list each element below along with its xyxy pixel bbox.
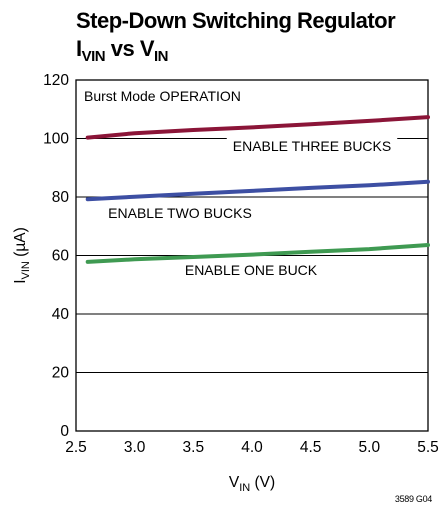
ylabel-main: I bbox=[12, 279, 29, 283]
subtitle-v-sub: IN bbox=[154, 48, 169, 65]
x-tick-label: 5.5 bbox=[417, 439, 439, 456]
series-line-1 bbox=[85, 115, 430, 140]
y-tick-label: 0 bbox=[60, 423, 69, 440]
y-tick-label: 40 bbox=[52, 306, 70, 323]
y-tick-label: 100 bbox=[43, 131, 69, 148]
annotation-text: Burst Mode OPERATION bbox=[84, 88, 241, 104]
y-tick-label: 60 bbox=[52, 248, 70, 265]
y-axis-label: IVIN (µA) bbox=[12, 227, 32, 284]
annotation-bg bbox=[102, 205, 258, 221]
subtitle-i: I bbox=[76, 36, 82, 61]
x-tick-label: 3.5 bbox=[183, 439, 205, 456]
subtitle-mid: vs V bbox=[105, 36, 155, 61]
y-tick-label: 120 bbox=[43, 72, 69, 89]
y-tick-label: 20 bbox=[52, 365, 70, 382]
ylabel-unit: (µA) bbox=[12, 227, 29, 261]
x-tick-label: 3.0 bbox=[124, 439, 146, 456]
xlabel-sub: IN bbox=[239, 482, 250, 494]
figure-code: 3589 G04 bbox=[394, 494, 432, 504]
x-tick-label: 4.0 bbox=[241, 439, 263, 456]
x-axis-label: VIN (V) bbox=[229, 474, 275, 494]
y-tick-label: 80 bbox=[52, 189, 70, 206]
annotation-4: ENABLE ONE BUCK bbox=[178, 262, 324, 278]
x-tick-label: 4.5 bbox=[300, 439, 322, 456]
series-line-2 bbox=[85, 179, 430, 202]
series-lines bbox=[85, 115, 430, 264]
xlabel-unit: (V) bbox=[250, 474, 275, 491]
annotation-text: ENABLE THREE BUCKS bbox=[233, 138, 391, 154]
annotation-text: ENABLE ONE BUCK bbox=[185, 262, 318, 278]
chart-title: Step-Down Switching Regulator bbox=[76, 8, 396, 33]
tick-labels: 2.5 3.0 3.5 4.0 4.5 5.0 5.5 0 20 40 60 80 100 120 bbox=[43, 72, 439, 456]
chart-subtitle: IVIN vs VIN bbox=[76, 36, 169, 65]
annotations: Burst Mode OPERATION ENABLE THREE BUCKS EN… bbox=[84, 88, 398, 278]
annotation-1: Burst Mode OPERATION bbox=[84, 88, 241, 104]
series-line-3 bbox=[85, 243, 430, 264]
annotation-bg bbox=[84, 88, 241, 104]
annotation-3: ENABLE TWO BUCKS bbox=[102, 205, 258, 221]
annotation-2: ENABLE THREE BUCKS bbox=[226, 138, 398, 154]
ylabel-sub: VIN bbox=[20, 261, 32, 279]
annotation-bg bbox=[178, 262, 324, 278]
x-tick-label: 5.0 bbox=[359, 439, 381, 456]
x-tick-label: 2.5 bbox=[65, 439, 87, 456]
subtitle-i-sub: VIN bbox=[81, 48, 106, 65]
annotation-bg bbox=[226, 138, 398, 154]
plot-frame bbox=[75, 79, 429, 432]
xlabel-main: V bbox=[229, 474, 240, 491]
annotation-text: ENABLE TWO BUCKS bbox=[108, 205, 252, 221]
